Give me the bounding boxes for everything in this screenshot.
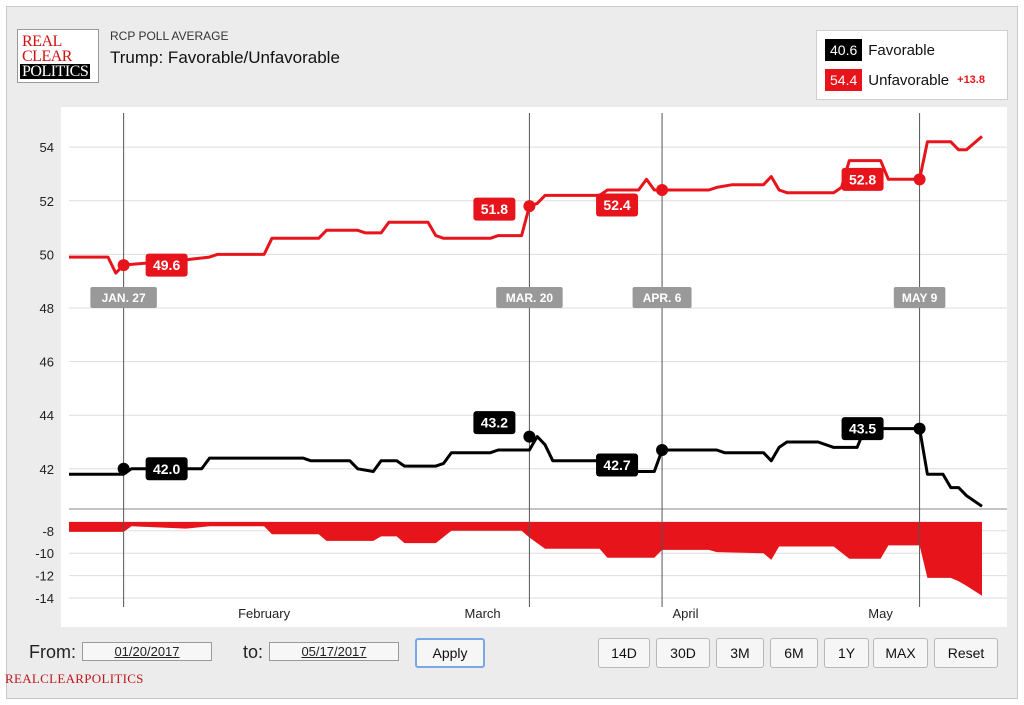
footer-brand: REALCLEARPOLITICS: [5, 671, 144, 686]
series-line-unfavorable: [69, 135, 983, 275]
legend-favorable: 40.6 Favorable: [825, 39, 935, 61]
unfavorable-value-box: [596, 193, 639, 217]
favorable-value-box: [596, 453, 639, 477]
month-label: February: [238, 606, 291, 621]
legend-favorable-value: 40.6: [825, 39, 863, 61]
unfavorable-value-label: 52.4: [603, 197, 630, 213]
chart-svg: 42.0 49.6 JAN. 27 43.2 51.8 MAR. 20 42.7 52.4 AP…: [69, 113, 1007, 621]
y-tick-label: 44: [40, 408, 54, 423]
date-marker-label: MAY 9: [902, 291, 938, 305]
favorable-value-label: 42.7: [603, 457, 630, 473]
reset-button[interactable]: Reset: [934, 638, 998, 668]
logo-line-1: REAL: [22, 33, 62, 50]
chart-title: Trump: Favorable/Unfavorable: [110, 48, 340, 67]
unfavorable-marker-dot: [913, 173, 926, 186]
controls-bar: From: 01/20/2017 to: 05/17/2017 Apply 14…: [7, 630, 1017, 674]
unfavorable-value-box: [841, 167, 884, 191]
favorable-value-label: 42.0: [153, 461, 180, 477]
range-30d-button[interactable]: 30D: [656, 638, 710, 668]
favorable-marker-dot: [656, 444, 669, 457]
legend-unfavorable: 54.4 Unfavorable +13.8: [825, 69, 985, 91]
spread-tick-label: -8: [42, 524, 54, 539]
date-marker-box: [90, 287, 157, 308]
unfavorable-value-box: [473, 197, 516, 221]
legend-unfavorable-label: Unfavorable: [868, 71, 950, 89]
range-1y-button[interactable]: 1Y: [824, 638, 869, 668]
favorable-marker-dot: [117, 462, 130, 475]
spread-tick-label: -10: [35, 546, 54, 561]
legend-unfavorable-value: 54.4: [825, 69, 863, 91]
date-marker-box: [496, 287, 563, 308]
y-axis-labels: 42 44 46 48 50 52 54 -8 -10 -12 -14: [35, 140, 54, 606]
favorable-value-label: 43.2: [481, 415, 508, 431]
apply-button[interactable]: Apply: [415, 638, 485, 668]
date-marker-box: [632, 287, 692, 308]
chart-widget: REAL CLEAR POLITICS RCP POLL AVERAGE Tru…: [6, 6, 1018, 699]
date-marker-label: MAR. 20: [506, 291, 554, 305]
unfavorable-value-label: 49.6: [153, 257, 180, 273]
favorable-value-label: 43.5: [849, 421, 876, 437]
favorable-value-box: [473, 411, 516, 435]
to-date-input[interactable]: 05/17/2017: [269, 642, 399, 661]
rcp-logo: REAL CLEAR POLITICS: [17, 29, 99, 83]
range-max-button[interactable]: MAX: [873, 638, 928, 668]
legend: 40.6 Favorable 54.4 Unfavorable +13.8: [816, 30, 1008, 100]
logo-line-2: CLEAR: [22, 48, 72, 65]
legend-favorable-label: Favorable: [868, 41, 935, 59]
range-14d-button[interactable]: 14D: [598, 638, 650, 668]
y-tick-label: 50: [40, 247, 54, 262]
unfavorable-value-box: [145, 253, 188, 277]
y-tick-label: 54: [40, 140, 54, 155]
plot-area[interactable]: 42.0 49.6 JAN. 27 43.2 51.8 MAR. 20 42.7 52.4 AP…: [61, 107, 1007, 627]
date-marker-box: [893, 287, 946, 308]
date-marker-label: JAN. 27: [102, 291, 146, 305]
chart-subtitle: RCP POLL AVERAGE: [110, 29, 229, 43]
unfavorable-marker-dot: [656, 184, 669, 197]
range-6m-button[interactable]: 6M: [770, 638, 818, 668]
favorable-value-box: [841, 417, 884, 441]
spread-tick-label: -14: [35, 591, 54, 606]
date-marker-label: APR. 6: [643, 291, 682, 305]
y-tick-label: 52: [40, 194, 54, 209]
unfavorable-marker-dot: [117, 259, 130, 272]
y-tick-label: 48: [40, 301, 54, 316]
y-tick-label: 46: [40, 355, 54, 370]
favorable-marker-dot: [523, 430, 536, 443]
from-label: From:: [29, 642, 76, 662]
favorable-marker-dot: [913, 422, 926, 435]
month-label: May: [868, 606, 893, 621]
favorable-value-box: [145, 457, 188, 481]
unfavorable-marker-dot: [523, 200, 536, 213]
month-label: April: [672, 606, 698, 621]
from-date-input[interactable]: 01/20/2017: [82, 642, 212, 661]
spread-area: [69, 521, 982, 596]
logo-line-3: POLITICS: [20, 63, 91, 80]
to-label: to:: [243, 642, 264, 662]
y-tick-label: 42: [40, 462, 54, 477]
unfavorable-value-label: 51.8: [481, 201, 508, 217]
legend-spread: +13.8: [957, 74, 985, 86]
month-label: March: [465, 606, 501, 621]
spread-tick-label: -12: [35, 569, 54, 584]
unfavorable-value-label: 52.8: [849, 171, 876, 187]
header: REAL CLEAR POLITICS RCP POLL AVERAGE Tru…: [7, 7, 1017, 107]
range-3m-button[interactable]: 3M: [716, 638, 764, 668]
